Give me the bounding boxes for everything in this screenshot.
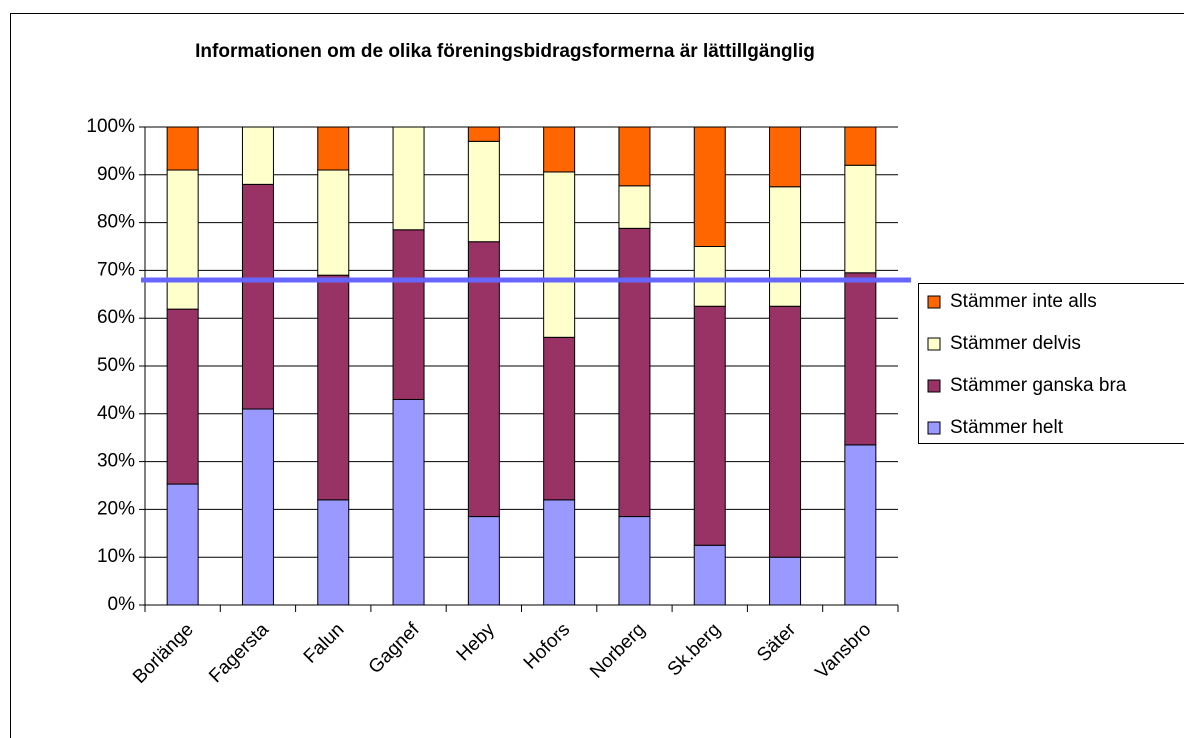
y-tick-label: 10% xyxy=(97,546,135,567)
bar-segment xyxy=(844,164,877,274)
bar-segment xyxy=(467,516,500,606)
y-tick-label: 100% xyxy=(86,116,135,137)
bar-segment xyxy=(392,126,425,231)
y-tick-label: 0% xyxy=(108,594,136,615)
legend-swatch xyxy=(927,421,941,435)
y-tick-label: 50% xyxy=(97,355,135,376)
bar-segment xyxy=(241,183,274,410)
y-tick-label: 60% xyxy=(97,307,135,328)
bar-segment xyxy=(317,274,350,501)
legend-label: Stämmer delvis xyxy=(950,333,1081,354)
bar-segment xyxy=(693,305,726,546)
bar-segment xyxy=(166,126,199,171)
bar-segment xyxy=(543,336,576,501)
bar-segment xyxy=(467,140,500,243)
legend-label: Stämmer ganska bra xyxy=(950,375,1127,396)
bar-segment xyxy=(618,126,651,187)
legend-swatch xyxy=(927,295,941,309)
bar-segment xyxy=(241,408,274,606)
bar-segment xyxy=(467,241,500,518)
legend-swatch xyxy=(927,337,941,351)
legend-label: Stämmer helt xyxy=(950,417,1064,438)
bar-segment xyxy=(392,398,425,606)
bar-segment xyxy=(392,229,425,400)
bar-segment xyxy=(693,126,726,247)
legend-box xyxy=(918,283,1184,444)
bar-segment xyxy=(618,185,651,229)
bar-segment xyxy=(543,171,576,338)
bar-segment xyxy=(618,227,651,518)
bar-segment xyxy=(166,483,199,606)
bar-segment xyxy=(241,126,274,185)
y-tick-label: 90% xyxy=(97,164,135,185)
bar-segment xyxy=(543,499,576,606)
legend-swatch xyxy=(927,379,941,393)
legend-label: Stämmer inte alls xyxy=(950,291,1097,312)
y-tick-label: 70% xyxy=(97,259,135,280)
bar-segment xyxy=(693,246,726,307)
bar-segment xyxy=(844,272,877,446)
bar-segment xyxy=(693,544,726,606)
bar-segment xyxy=(618,516,651,606)
y-tick-label: 30% xyxy=(97,451,135,472)
bar-segment xyxy=(543,126,576,173)
bar-segment xyxy=(844,126,877,166)
bar-segment xyxy=(769,305,802,558)
bar-segment xyxy=(317,499,350,606)
bar-segment xyxy=(166,308,199,485)
y-tick-label: 40% xyxy=(97,403,135,424)
y-tick-label: 80% xyxy=(97,212,135,233)
bar-segment xyxy=(769,556,802,606)
bar-segment xyxy=(166,169,199,310)
bar-segment xyxy=(769,126,802,188)
chart-title: Informationen om de olika föreningsbidra… xyxy=(195,41,815,62)
bar-segment xyxy=(467,126,500,142)
bar-segment xyxy=(769,186,802,307)
y-tick-label: 20% xyxy=(97,498,135,519)
bar-segment xyxy=(317,126,350,171)
bar-segment xyxy=(844,444,877,606)
bar-segment xyxy=(317,169,350,276)
